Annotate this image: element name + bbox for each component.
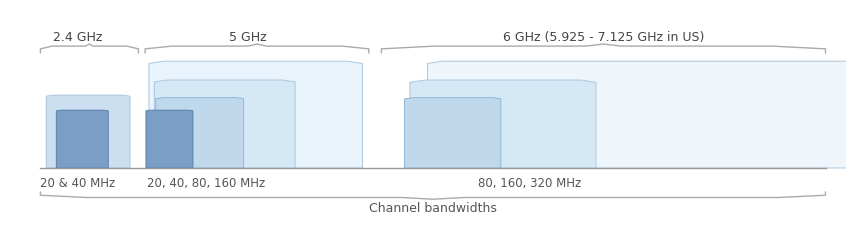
Text: 6 GHz (5.925 - 7.125 GHz in US): 6 GHz (5.925 - 7.125 GHz in US)	[503, 31, 705, 44]
Text: 5 GHz: 5 GHz	[228, 31, 266, 44]
Text: 20 & 40 MHz: 20 & 40 MHz	[40, 177, 115, 190]
Polygon shape	[155, 80, 295, 168]
Text: Channel bandwidths: Channel bandwidths	[369, 202, 497, 215]
Polygon shape	[404, 98, 501, 168]
Polygon shape	[146, 110, 193, 168]
Text: 20, 40, 80, 160 MHz: 20, 40, 80, 160 MHz	[147, 177, 265, 190]
Text: 80, 160, 320 MHz: 80, 160, 320 MHz	[478, 177, 581, 190]
Polygon shape	[156, 98, 244, 168]
Polygon shape	[428, 61, 855, 168]
Polygon shape	[46, 95, 130, 168]
Polygon shape	[56, 110, 109, 168]
Text: 2.4 GHz: 2.4 GHz	[52, 31, 102, 44]
Polygon shape	[410, 80, 596, 168]
Polygon shape	[149, 61, 363, 168]
